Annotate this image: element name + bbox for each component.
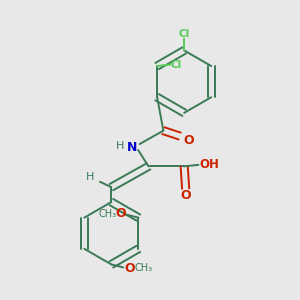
Text: N: N	[127, 140, 137, 154]
Text: CH₃: CH₃	[98, 209, 116, 219]
Text: O: O	[180, 189, 191, 202]
Text: O: O	[183, 134, 194, 147]
Text: Cl: Cl	[178, 29, 190, 39]
Text: OH: OH	[200, 158, 220, 171]
Text: H: H	[86, 172, 95, 182]
Text: O: O	[115, 207, 126, 220]
Text: Cl: Cl	[171, 59, 182, 70]
Text: H: H	[116, 140, 124, 151]
Text: O: O	[124, 262, 134, 275]
Text: CH₃: CH₃	[135, 263, 153, 273]
